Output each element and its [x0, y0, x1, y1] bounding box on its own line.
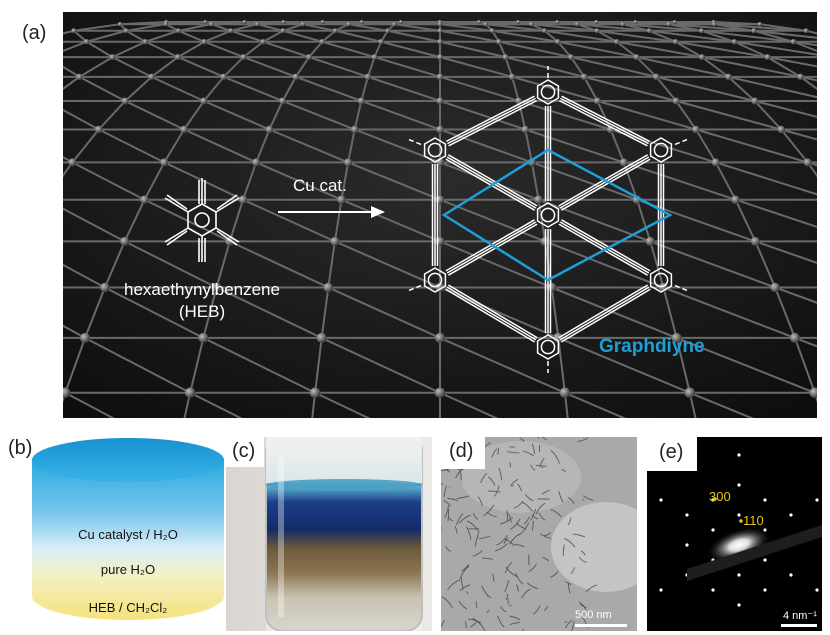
panel-d-label: (d) — [449, 440, 474, 462]
panel-a-label: (a) — [22, 22, 47, 44]
panel-d-tem-image: (d) 500 nm — [441, 437, 637, 631]
product-name: Graphdiyne — [599, 336, 705, 357]
layer-label-top: Cu catalyst / H₂O — [78, 527, 178, 542]
panel-b-cylinder: Cu catalyst / H₂O pure H₂O HEB / CH₂Cl₂ — [28, 436, 228, 630]
hexaethynylbenzene-structure — [164, 178, 240, 262]
reaction-arrow — [278, 206, 385, 218]
panel-d-label-bg — [441, 437, 485, 469]
panel-d-scale-bar — [575, 624, 627, 627]
reactant-name: hexaethynylbenzene — [124, 280, 280, 299]
graphdiyne-illustration — [63, 12, 817, 418]
panel-c-label: (c) — [232, 440, 256, 462]
layer-label-middle: pure H₂O — [100, 562, 156, 577]
spot-label-110: 110 — [743, 513, 764, 528]
lattice-background — [63, 21, 817, 418]
panel-d-scale-label: 500 nm — [575, 609, 612, 621]
panel-e-scale-label: 4 nm⁻¹ — [783, 610, 817, 622]
panel-c-label-bg — [226, 437, 264, 467]
panel-e-scale-bar — [781, 624, 817, 627]
panel-e-diffraction-pattern: (e) 300 110 4 nm⁻¹ — [647, 437, 822, 631]
reaction-condition-label: Cu cat. — [293, 176, 347, 195]
panel-e-label: (e) — [659, 441, 684, 463]
layer-label-bottom: HEB / CH₂Cl₂ — [88, 600, 168, 615]
reactant-abbreviation: (HEB) — [178, 302, 226, 321]
spot-label-300: 300 — [709, 489, 731, 504]
panel-c-photo: (c) — [226, 437, 432, 631]
panel-a-figure: Cu cat. hexaethynylbenzene (HEB) Graphdi… — [63, 12, 817, 418]
panel-b-label: (b) — [8, 437, 33, 459]
lattice-atoms — [63, 20, 817, 399]
unit-cell-outline — [441, 148, 673, 282]
panel-e-label-bg — [647, 437, 697, 471]
